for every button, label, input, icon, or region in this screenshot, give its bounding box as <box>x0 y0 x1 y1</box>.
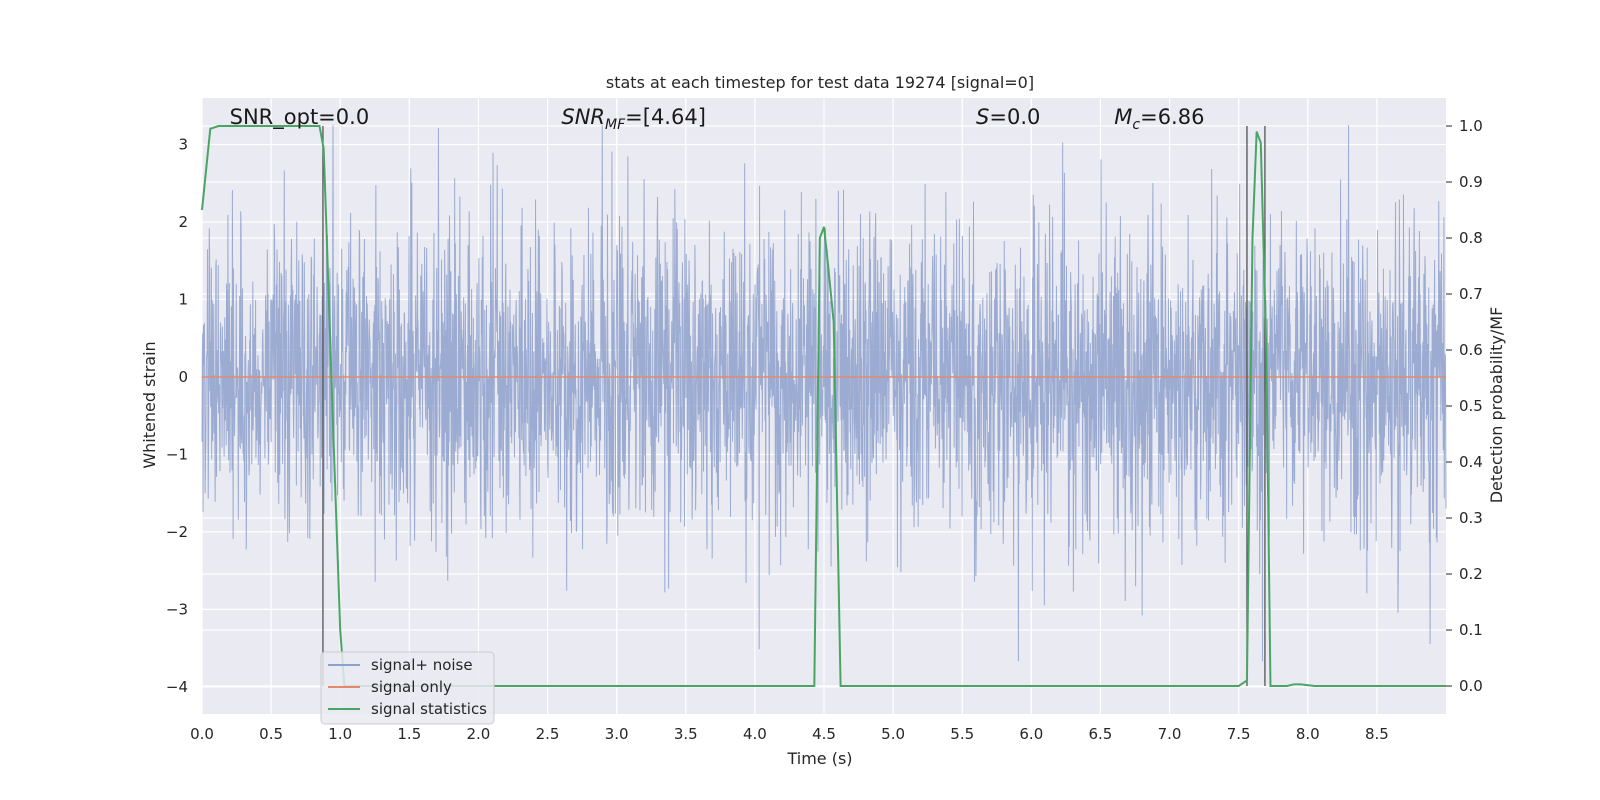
y2-tick-label: 0.4 <box>1459 453 1483 471</box>
y-tick-label: −4 <box>166 678 188 696</box>
x-tick-label: 0.5 <box>259 725 283 743</box>
y2-tick-label: 0.6 <box>1459 341 1483 359</box>
y-tick-label: 3 <box>178 135 188 153</box>
y-tick-label: 0 <box>178 368 188 386</box>
x-tick-label: 6.0 <box>1019 725 1043 743</box>
x-tick-label: 4.5 <box>812 725 836 743</box>
annotation-text: S=0.0 <box>976 105 1040 129</box>
y-tick-label: −3 <box>166 600 188 618</box>
x-axis-ticks: 0.0 0.5 1.0 1.5 2.0 2.5 3.0 3.5 4.0 4.5 5.0 5.5 6.0 6… <box>190 725 1389 743</box>
y2-tick-label: 0.7 <box>1459 285 1483 303</box>
legend-label-signal-statistics: signal statistics <box>371 700 487 718</box>
legend-label-signal-only: signal only <box>371 678 452 696</box>
y-tick-label: −2 <box>166 523 188 541</box>
x-tick-label: 1.0 <box>328 725 352 743</box>
x-tick-label: 8.0 <box>1296 725 1320 743</box>
x-tick-label: 2.5 <box>536 725 560 743</box>
legend: signal+ noise signal only signal statist… <box>320 651 495 725</box>
x-tick-label: 8.5 <box>1365 725 1389 743</box>
y2-tick-label: 0.9 <box>1459 173 1483 191</box>
y-tick-label: 1 <box>178 290 188 308</box>
y2-tick-label: 0.2 <box>1459 565 1483 583</box>
legend-label-signal-plus-noise: signal+ noise <box>371 656 473 674</box>
y-tick-label: −1 <box>166 445 188 463</box>
x-tick-label: 7.5 <box>1227 725 1251 743</box>
y2-tick-label: 0.0 <box>1459 677 1483 695</box>
x-tick-label: 1.5 <box>397 725 421 743</box>
annotations: SNR_opt=0.0 SNRMF=[4.64] S=0.0 Mc=6.86 <box>230 105 1205 133</box>
x-tick-label: 7.0 <box>1158 725 1182 743</box>
x-tick-label: 5.5 <box>950 725 974 743</box>
y-axis-label: Whitened strain <box>140 341 159 468</box>
vertical-markers <box>322 126 1266 686</box>
y2-tick-label: 1.0 <box>1459 117 1483 135</box>
chart-title: stats at each timestep for test data 192… <box>606 73 1034 92</box>
y2-tick-label: 0.3 <box>1459 509 1483 527</box>
signal-statistics-line <box>201 125 1446 687</box>
y2-axis-label: Detection probability/MF <box>1487 307 1506 504</box>
x-tick-label: 2.0 <box>467 725 491 743</box>
signal-plus-noise-series <box>201 125 1447 662</box>
annotation-text: Mc=6.86 <box>1114 105 1204 133</box>
y2-tick-label: 0.5 <box>1459 397 1483 415</box>
x-tick-label: 6.5 <box>1089 725 1113 743</box>
x-tick-label: 4.0 <box>743 725 767 743</box>
signal-statistics-series <box>201 125 1446 687</box>
y-axis-ticks: 3 2 1 0 −1 −2 −3 −4 <box>166 135 188 695</box>
signal-plus-noise-line <box>201 125 1447 662</box>
y2-tick-label: 0.1 <box>1459 621 1483 639</box>
annotation-text: SNRMF=[4.64] <box>561 105 706 133</box>
x-axis-label: Time (s) <box>786 749 852 768</box>
x-tick-label: 3.5 <box>674 725 698 743</box>
y2-axis-ticks: 1.0 0.9 0.8 0.7 0.6 0.5 0.4 0.3 0.2 0.1 0.0 <box>1446 117 1483 695</box>
legend-box <box>320 651 495 725</box>
x-tick-label: 0.0 <box>190 725 214 743</box>
annotation-text: SNR_opt=0.0 <box>230 105 370 130</box>
x-tick-label: 3.0 <box>605 725 629 743</box>
y-tick-label: 2 <box>178 213 188 231</box>
x-tick-label: 5.0 <box>881 725 905 743</box>
y2-tick-label: 0.8 <box>1459 229 1483 247</box>
